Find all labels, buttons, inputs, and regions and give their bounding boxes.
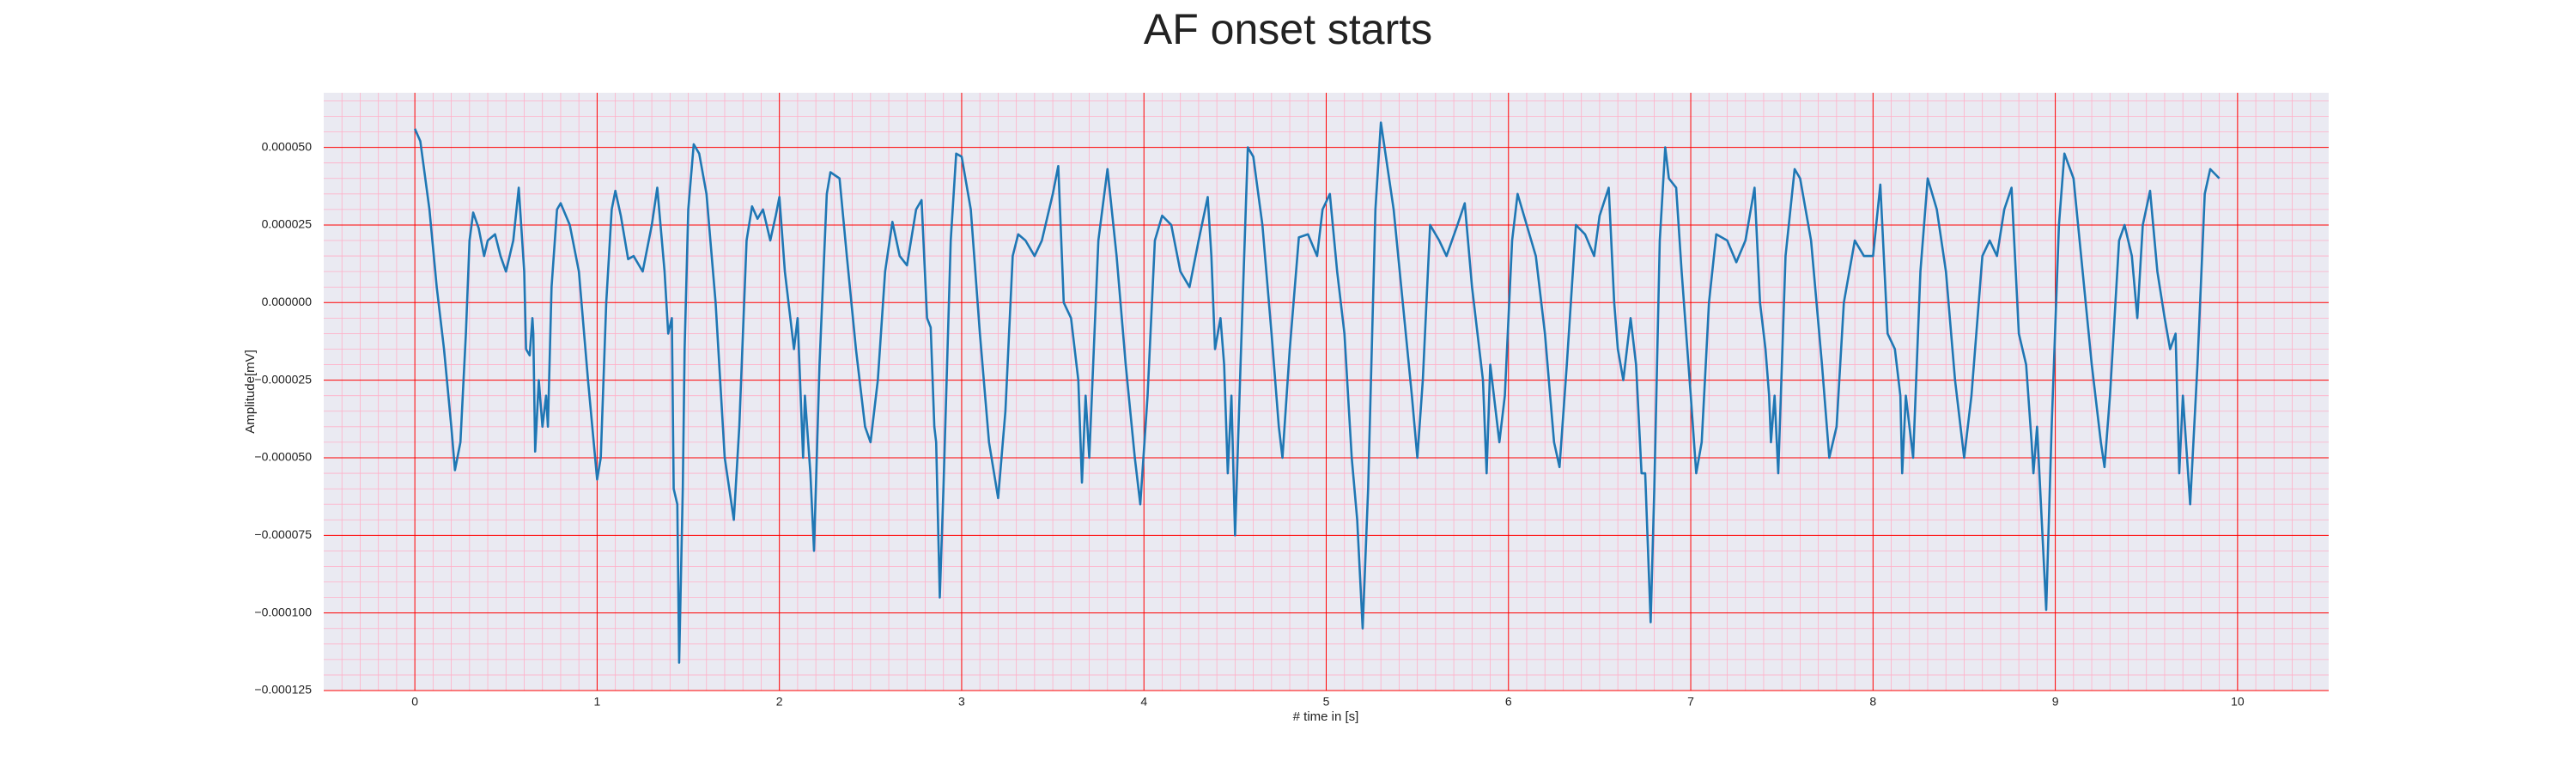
- y-axis-label: Amplitude[mV]: [243, 350, 258, 434]
- y-tick-label: 0.000000: [262, 295, 313, 308]
- x-tick-label: 4: [1140, 695, 1147, 709]
- signal-line: [413, 121, 2221, 664]
- chart-title: AF onset starts: [1144, 5, 1432, 53]
- x-tick-label: 8: [1869, 695, 1876, 709]
- x-tick-label: 7: [1687, 695, 1694, 709]
- y-tick-label: 0.000025: [262, 217, 313, 231]
- y-tick-label: −0.000050: [254, 450, 312, 464]
- y-tick-label: −0.000075: [254, 527, 312, 541]
- y-tick-label: −0.000025: [254, 372, 312, 386]
- x-axis-label: # time in [s]: [1293, 709, 1359, 724]
- y-tick-label: −0.000125: [254, 683, 312, 697]
- y-tick-label: 0.000050: [262, 139, 313, 153]
- x-tick-label: 9: [2052, 695, 2059, 709]
- y-tick-label: −0.000100: [254, 605, 312, 618]
- x-tick-label: 0: [411, 695, 418, 709]
- x-tick-label: 6: [1505, 695, 1512, 709]
- x-tick-label: 1: [594, 695, 601, 709]
- x-tick-label: 2: [776, 695, 783, 709]
- x-tick-label: 3: [958, 695, 965, 709]
- x-tick-label: 5: [1323, 695, 1330, 709]
- x-tick-label: 10: [2231, 695, 2245, 709]
